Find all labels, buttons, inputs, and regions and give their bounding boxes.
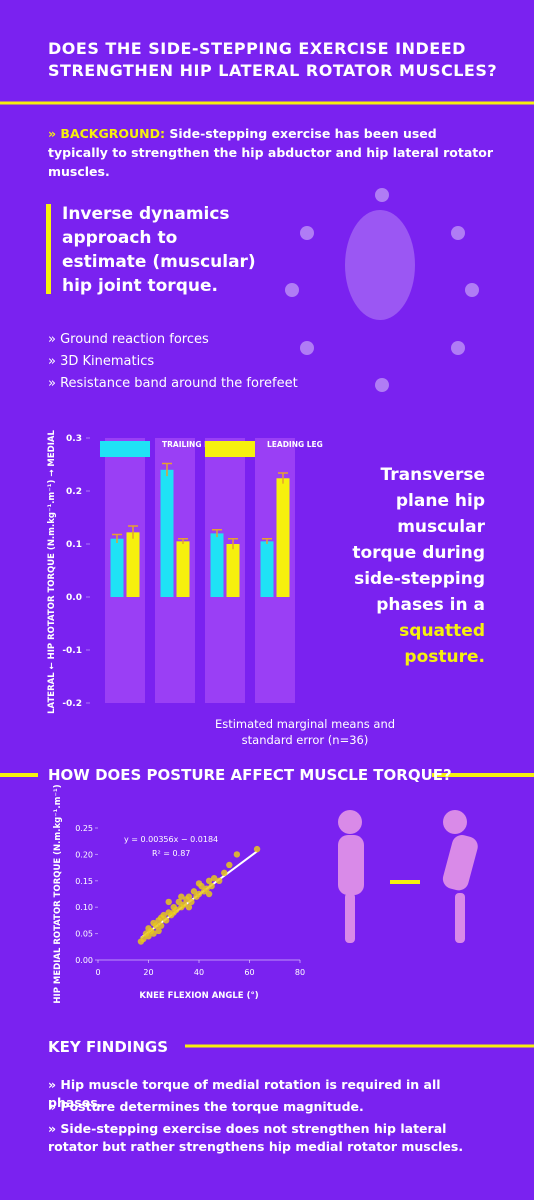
posture-figures bbox=[338, 810, 478, 943]
bar bbox=[176, 541, 190, 597]
point bbox=[195, 880, 203, 887]
y-axis-label: LATERAL ← HIP ROTATOR TORQUE (N.m.kg⁻¹.m… bbox=[47, 430, 57, 714]
point bbox=[253, 845, 261, 853]
y-tick-label: 0.15 bbox=[75, 877, 93, 886]
bar-chart: 0.3 0.2 0.1 0.0 -0.1 -0.2 LATERAL ← HIP ROTATO… bbox=[47, 430, 323, 714]
scatter-chart: 0 20 40 60 80 0.00 0.05 0.10 0.15 0.20 0.25 KNEE FL… bbox=[53, 784, 305, 1003]
legend-label: TRAILING LEG bbox=[162, 440, 220, 449]
error-bar bbox=[128, 525, 138, 539]
x-axis-label: KNEE FLEXION ANGLE (°) bbox=[139, 991, 258, 1001]
x-tick-label: 80 bbox=[295, 968, 305, 977]
point bbox=[162, 917, 170, 924]
y-tick-label: 0.1 bbox=[66, 540, 82, 550]
label: » BACKGROUND: bbox=[48, 126, 165, 141]
y-tick-label: 0.25 bbox=[75, 824, 93, 833]
bar bbox=[160, 469, 174, 597]
equation: y = 0.00356x − 0.0184 bbox=[124, 835, 218, 844]
y-tick-label: -0.1 bbox=[62, 646, 82, 656]
legend-label: LEADING LEG bbox=[267, 440, 323, 449]
section-heading: KEY FINDINGS bbox=[48, 1038, 169, 1056]
point bbox=[173, 906, 180, 914]
point bbox=[180, 901, 188, 908]
point bbox=[205, 890, 213, 898]
legend-swatch bbox=[100, 441, 150, 457]
bar bbox=[260, 541, 274, 597]
bar bbox=[226, 544, 240, 597]
y-tick-label: 0.20 bbox=[75, 850, 93, 859]
point bbox=[175, 898, 182, 906]
figure bbox=[285, 188, 479, 392]
error-bar bbox=[262, 537, 272, 544]
point bbox=[195, 890, 203, 898]
x-tick-label: 40 bbox=[194, 968, 204, 977]
point bbox=[203, 885, 210, 892]
error-bar bbox=[212, 528, 222, 538]
point bbox=[178, 893, 185, 900]
y-tick-label: 0.2 bbox=[66, 487, 82, 497]
error-bar bbox=[178, 537, 188, 544]
y-tick-label: 0.3 bbox=[66, 434, 82, 444]
section-heading: HOW DOES POSTURE AFFECT MUSCLE TORQUE? bbox=[48, 766, 452, 784]
caption-text: Estimated marginal means and standard er… bbox=[214, 717, 396, 747]
point bbox=[190, 888, 198, 895]
finding: » Side-stepping exercise does not streng… bbox=[48, 1121, 464, 1154]
point bbox=[140, 935, 147, 943]
highlight: squatted posture. bbox=[399, 621, 485, 667]
x-tick-label: 60 bbox=[244, 968, 254, 977]
point bbox=[205, 877, 213, 884]
y-tick-label: 0.10 bbox=[75, 903, 93, 912]
point bbox=[155, 927, 162, 935]
point bbox=[221, 869, 228, 877]
text: Side-stepping exercise has been used typ… bbox=[48, 126, 494, 179]
bar bbox=[110, 538, 124, 597]
point bbox=[208, 882, 215, 890]
legend-swatch bbox=[205, 441, 255, 457]
point bbox=[145, 933, 152, 940]
finding: » Hip muscle torque of medial rotation i… bbox=[48, 1077, 441, 1110]
point bbox=[233, 851, 241, 858]
y-tick-label: -0.2 bbox=[62, 699, 82, 709]
point bbox=[165, 898, 172, 906]
point bbox=[185, 904, 193, 911]
method-item: » 3D Kinematics bbox=[48, 354, 155, 369]
finding: » Posture determines the torque magnitud… bbox=[48, 1099, 364, 1114]
method-item: » Ground reaction forces bbox=[48, 332, 209, 347]
text: Transverse plane hip muscular torque dur… bbox=[352, 465, 485, 615]
side-text: Transverse plane hip muscular torque dur… bbox=[345, 462, 485, 670]
bar bbox=[276, 478, 290, 597]
point bbox=[152, 922, 160, 929]
title: DOES THE SIDE-STEPPING EXERCISE INDEED S… bbox=[48, 39, 498, 80]
bar bbox=[210, 533, 224, 597]
r-squared: R² = 0.87 bbox=[152, 849, 190, 858]
point bbox=[210, 874, 218, 882]
background: » BACKGROUND: Side-stepping exercise has… bbox=[48, 124, 498, 181]
y-tick-label: 0.00 bbox=[75, 956, 93, 965]
x-tick-label: 20 bbox=[143, 968, 153, 977]
error-bar bbox=[278, 472, 288, 484]
point bbox=[188, 898, 195, 906]
x-tick-label: 0 bbox=[95, 968, 100, 977]
point bbox=[160, 911, 167, 919]
point bbox=[150, 930, 157, 937]
method-item: » Resistance band around the forefeet bbox=[48, 376, 298, 391]
bar bbox=[126, 532, 140, 597]
method-heading: Inverse dynamics approach to estimate (m… bbox=[62, 204, 256, 296]
error-bar bbox=[162, 462, 172, 477]
y-tick-label: 0.05 bbox=[75, 930, 93, 939]
point bbox=[157, 922, 165, 929]
point bbox=[216, 877, 223, 884]
point bbox=[226, 861, 233, 869]
point bbox=[185, 893, 193, 900]
error-bar bbox=[112, 533, 122, 543]
y-tick-label: 0.0 bbox=[66, 593, 82, 603]
error-bar bbox=[228, 537, 238, 550]
y-axis-label: HIP MEDIAL ROTATOR TORQUE (N.m.kg⁻¹.m⁻¹) bbox=[53, 784, 63, 1003]
accent-bar bbox=[46, 204, 51, 294]
